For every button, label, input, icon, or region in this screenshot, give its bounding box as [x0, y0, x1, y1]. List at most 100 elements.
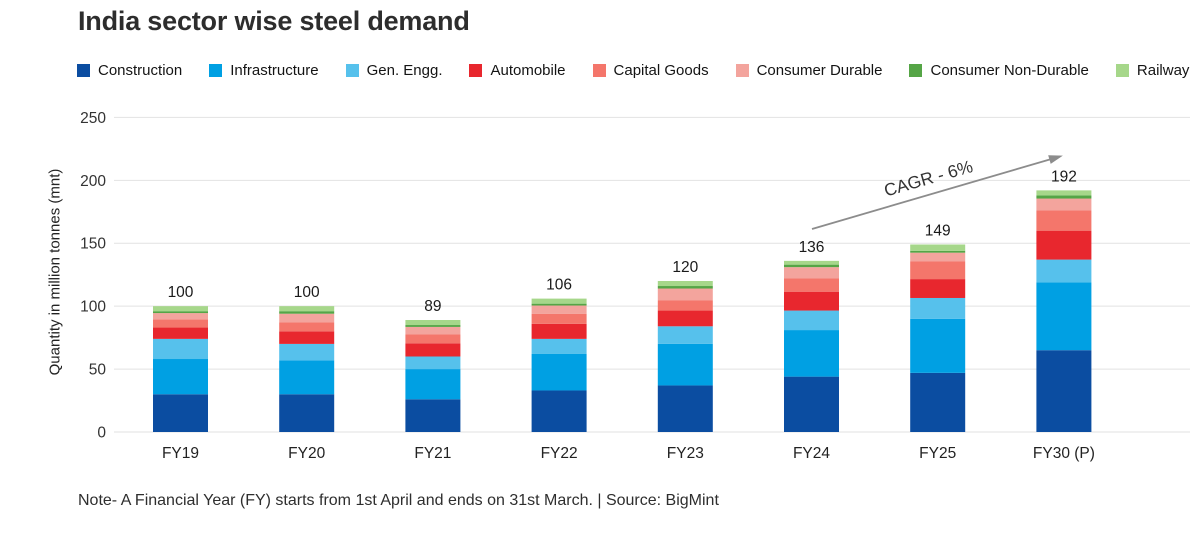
bar-segment	[153, 311, 208, 314]
bar-segment	[1036, 210, 1092, 231]
bar-segment	[153, 313, 208, 320]
bar-segment	[153, 327, 208, 339]
bar-segment	[531, 353, 587, 391]
y-tick-label: 100	[80, 299, 106, 316]
legend-item-infrastructure: Infrastructure	[209, 62, 319, 79]
x-tick-label: FY23	[667, 445, 704, 462]
bar-segment	[405, 325, 461, 327]
legend-item-construction: Construction	[77, 62, 182, 79]
legend-swatch-icon	[77, 64, 90, 77]
bar-segment	[1036, 198, 1092, 211]
x-tick-label: FY21	[414, 445, 451, 462]
legend-label: Consumer Non-Durable	[930, 62, 1089, 79]
x-tick-label: FY30 (P)	[1033, 445, 1095, 462]
footnote: Note- A Financial Year (FY) starts from …	[78, 492, 719, 509]
bar-segment	[153, 338, 208, 360]
legend-label: Construction	[98, 62, 183, 79]
bar-segment	[279, 394, 335, 432]
bar-segment	[910, 279, 966, 298]
legend-item-consumer-durable: Consumer Durable	[735, 62, 882, 79]
legend-swatch-icon	[209, 64, 223, 77]
legend-label: Railway	[1136, 62, 1190, 79]
bar-segment	[784, 260, 839, 265]
bar-segment	[531, 338, 587, 354]
bar-segment	[279, 343, 335, 361]
legend-swatch-icon	[1115, 64, 1129, 77]
bar-segment	[657, 343, 713, 386]
x-tick-label: FY24	[793, 445, 830, 462]
bar-segment	[279, 360, 335, 395]
x-tick-label: FY25	[919, 445, 956, 462]
bar-segment	[1036, 282, 1092, 351]
bar-segment	[279, 331, 335, 344]
bar-segment	[153, 319, 208, 328]
cagr-arrow-line	[811, 155, 1061, 230]
legend-label: Capital Goods	[613, 62, 709, 79]
legend: Construction Infrastructure Gen. Engg. Auto…	[77, 62, 1189, 79]
bar-segment	[1036, 230, 1092, 260]
bar-total-label: 100	[168, 284, 194, 301]
bar-segment	[657, 300, 713, 311]
legend-swatch-icon	[909, 64, 923, 77]
legend-swatch-icon	[735, 64, 749, 77]
x-tick-label: FY19	[162, 445, 199, 462]
legend-swatch-icon	[592, 64, 606, 77]
x-tick-label: FY20	[288, 445, 325, 462]
bar-segment	[784, 376, 839, 432]
bar-segment	[279, 322, 335, 332]
bar-total-label: 120	[672, 259, 698, 276]
bar-segment	[531, 305, 587, 314]
bar-segment	[910, 244, 966, 251]
bar-segment	[531, 323, 587, 339]
bar-segment	[910, 372, 966, 432]
bar-segment	[657, 385, 713, 432]
bar-segment	[405, 326, 461, 335]
legend-label: Automobile	[490, 62, 566, 79]
legend-item-consumer-non-durable: Consumer Non-Durable	[909, 62, 1089, 79]
cagr-arrowhead-icon	[1048, 155, 1063, 164]
bar-total-label: 89	[424, 298, 441, 315]
bar-segment	[910, 297, 966, 319]
legend-item-gen-engg-: Gen. Engg.	[345, 62, 443, 79]
bar-segment	[1036, 195, 1092, 199]
bar-segment	[657, 280, 713, 287]
legend-item-automobile: Automobile	[469, 62, 566, 79]
bar-segment	[910, 318, 966, 373]
y-tick-label: 150	[80, 236, 106, 253]
legend-swatch-icon	[345, 64, 359, 77]
bar-segment	[531, 298, 587, 304]
bar-segment	[1036, 259, 1092, 283]
stacked-bar-chart: 0 50 100 150 200 250 100 FY19 100 FY20 89 FY21 106 FY…	[80, 110, 1190, 462]
bar-segment	[784, 267, 839, 279]
bar-segment	[531, 390, 587, 432]
y-tick-label: 200	[80, 173, 106, 190]
bar-segment	[1036, 350, 1092, 432]
y-tick-label: 0	[97, 425, 106, 442]
bar-segment	[405, 356, 461, 370]
legend-label: Gen. Engg.	[366, 62, 443, 79]
bar-segment	[784, 330, 839, 377]
bar-segment	[405, 320, 461, 326]
bar-segment	[531, 313, 587, 324]
y-tick-label: 250	[80, 110, 106, 127]
bar-segment	[279, 313, 335, 323]
cagr-label: CAGR - 6%	[882, 156, 975, 200]
legend-label: Infrastructure	[230, 62, 319, 79]
bar-segment	[405, 369, 461, 400]
bar-segment	[279, 311, 335, 314]
bar-segment	[405, 399, 461, 432]
bar-segment	[910, 261, 966, 280]
bar-segment	[531, 303, 587, 306]
bar-segment	[153, 359, 208, 395]
bar-segment	[784, 264, 839, 268]
bar-segment	[1036, 190, 1092, 196]
bar-segment	[910, 250, 966, 253]
bar-total-label: 100	[294, 284, 320, 301]
bar-segment	[657, 326, 713, 344]
bar-segment	[910, 252, 966, 262]
x-tick-label: FY22	[541, 445, 578, 462]
chart-title: India sector wise steel demand	[78, 6, 470, 36]
bar-segment	[153, 394, 208, 432]
y-tick-label: 50	[89, 362, 107, 379]
